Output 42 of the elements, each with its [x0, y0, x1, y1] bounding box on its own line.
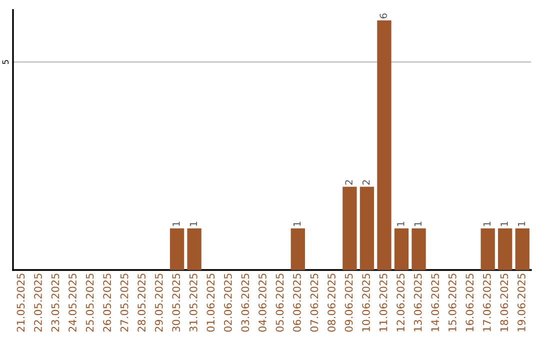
x-tick-label: 29.05.2025	[154, 274, 163, 332]
x-tick-label: 23.05.2025	[51, 274, 60, 332]
x-tick-label: 07.06.2025	[310, 274, 318, 332]
x-tick-label: 18.06.2025	[500, 274, 508, 332]
x-tick-label: 25.05.2025	[86, 274, 94, 332]
x-tick-label: 12.06.2025	[396, 274, 405, 332]
data-label: 2	[362, 180, 370, 185]
x-tick-label: 26.05.2025	[103, 274, 111, 332]
x-tick-label: 31.05.2025	[189, 274, 198, 332]
x-tick-label: 08.06.2025	[328, 274, 336, 332]
x-tick-label: 27.05.2025	[120, 274, 128, 332]
x-tick-label: 14.06.2025	[431, 274, 440, 332]
data-label: 1	[190, 222, 197, 226]
data-label: 1	[397, 222, 404, 226]
x-tick-label: 22.05.2025	[34, 274, 42, 332]
x-tick-label: 15.06.2025	[448, 274, 456, 332]
data-label: 1	[483, 222, 491, 226]
data-label: 6	[380, 13, 388, 18]
y-tick-label: 5	[2, 60, 9, 64]
x-tick-label: 03.06.2025	[241, 274, 250, 332]
x-tick-label: 17.06.2025	[482, 274, 491, 332]
data-label: 1	[500, 222, 508, 226]
x-tick-label: 06.06.2025	[293, 274, 301, 332]
data-label: 1	[293, 222, 301, 226]
x-tick-label: 02.06.2025	[224, 274, 232, 332]
x-tick-label: 05.06.2025	[276, 274, 284, 332]
x-tick-label: 04.06.2025	[258, 274, 266, 332]
data-label: 1	[414, 222, 422, 226]
data-label: 1	[518, 222, 526, 226]
x-tick-label: 11.06.2025	[379, 274, 388, 332]
x-tick-label: 28.05.2025	[138, 274, 146, 332]
x-tick-label: 01.06.2025	[206, 274, 215, 332]
x-tick-label: 10.06.2025	[362, 274, 370, 332]
data-label: 1	[172, 222, 180, 226]
x-tick-label: 21.05.2025	[16, 274, 25, 332]
x-tick-label: 24.05.2025	[68, 274, 76, 332]
x-tick-label: 16.06.2025	[466, 274, 474, 332]
x-tick-label: 13.06.2025	[414, 274, 422, 332]
x-tick-label: 09.06.2025	[344, 274, 353, 332]
data-label: 2	[345, 180, 352, 185]
x-tick-label: 19.06.2025	[518, 274, 526, 332]
x-tick-label: 30.05.2025	[172, 274, 180, 332]
